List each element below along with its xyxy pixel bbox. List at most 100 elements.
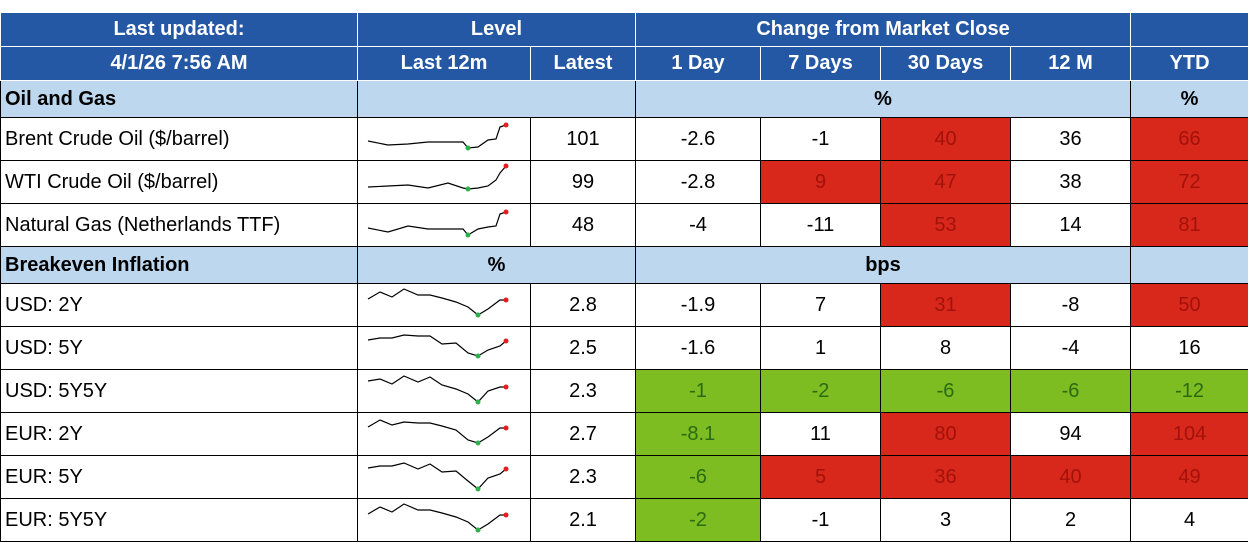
sparkline xyxy=(358,161,531,197)
change: 50 xyxy=(1131,284,1248,327)
change: 16 xyxy=(1131,327,1248,370)
change: 94 xyxy=(1011,413,1131,456)
section-row: Oil and Gas%% xyxy=(1,81,1248,118)
change: 104 xyxy=(1131,413,1248,456)
change: 40 xyxy=(881,118,1011,161)
sparkline-line xyxy=(368,335,506,356)
sparkline-min xyxy=(476,354,481,359)
sparkline-min xyxy=(466,146,471,151)
change: -6 xyxy=(636,456,761,499)
header-cell: Latest xyxy=(531,47,636,81)
latest: 2.3 xyxy=(531,456,636,499)
header-cell: 1 Day xyxy=(636,47,761,81)
change: -11 xyxy=(761,204,881,247)
sparkline-line xyxy=(368,289,506,315)
sparkline-max xyxy=(504,210,509,215)
sparkline xyxy=(358,499,531,535)
sparkline-min xyxy=(476,400,481,405)
change: -2.8 xyxy=(636,161,761,204)
sparkline-max xyxy=(504,426,509,431)
sparkline-cell xyxy=(358,161,531,204)
sparkline-min xyxy=(476,441,481,446)
header-cell: 7 Days xyxy=(761,47,881,81)
change: 8 xyxy=(881,327,1011,370)
sparkline-max xyxy=(504,298,509,303)
sparkline-cell xyxy=(358,456,531,499)
change: 36 xyxy=(1011,118,1131,161)
change: 3 xyxy=(881,499,1011,542)
sparkline xyxy=(358,413,531,449)
row-name: USD: 2Y xyxy=(1,284,358,327)
row-name: EUR: 5Y5Y xyxy=(1,499,358,542)
header-cell: 4/1/26 7:56 AM xyxy=(1,47,358,81)
change: 9 xyxy=(761,161,881,204)
latest: 2.1 xyxy=(531,499,636,542)
row-name: USD: 5Y5Y xyxy=(1,370,358,413)
sparkline-max xyxy=(504,164,509,169)
change: -1 xyxy=(636,370,761,413)
sparkline-line xyxy=(368,166,506,189)
sparkline-cell xyxy=(358,499,531,542)
latest: 2.3 xyxy=(531,370,636,413)
change: -2 xyxy=(761,370,881,413)
header-cell xyxy=(1131,13,1248,47)
change: 31 xyxy=(881,284,1011,327)
header-cell: Last updated: xyxy=(1,13,358,47)
change: -1 xyxy=(761,499,881,542)
level-unit: % xyxy=(358,247,636,284)
sparkline xyxy=(358,370,531,406)
sparkline-min xyxy=(466,233,471,238)
change: -2 xyxy=(636,499,761,542)
ytd-unit: % xyxy=(1131,81,1248,118)
change: 38 xyxy=(1011,161,1131,204)
sparkline xyxy=(358,118,531,154)
section-title: Breakeven Inflation xyxy=(1,247,358,284)
latest: 101 xyxy=(531,118,636,161)
row-name: EUR: 2Y xyxy=(1,413,358,456)
change: -4 xyxy=(636,204,761,247)
sparkline-cell xyxy=(358,204,531,247)
change: -4 xyxy=(1011,327,1131,370)
latest: 2.7 xyxy=(531,413,636,456)
sparkline-cell xyxy=(358,370,531,413)
change: 14 xyxy=(1011,204,1131,247)
level-unit xyxy=(358,81,636,118)
header-cell: Level xyxy=(358,13,636,47)
change: -6 xyxy=(881,370,1011,413)
sparkline xyxy=(358,284,531,320)
sparkline-line xyxy=(368,125,506,148)
sparkline xyxy=(358,204,531,240)
sparkline-line xyxy=(368,420,506,443)
change: 53 xyxy=(881,204,1011,247)
change: 40 xyxy=(1011,456,1131,499)
change-unit: bps xyxy=(636,247,1131,284)
row-name: Brent Crude Oil ($/barrel) xyxy=(1,118,358,161)
sparkline-cell xyxy=(358,327,531,370)
row-name: USD: 5Y xyxy=(1,327,358,370)
sparkline-cell xyxy=(358,118,531,161)
change: -1 xyxy=(761,118,881,161)
header-cell: Last 12m xyxy=(358,47,531,81)
change: 66 xyxy=(1131,118,1248,161)
header-cell: YTD xyxy=(1131,47,1248,81)
change: 4 xyxy=(1131,499,1248,542)
header-cell: Change from Market Close xyxy=(636,13,1131,47)
latest: 48 xyxy=(531,204,636,247)
sparkline-max xyxy=(504,467,509,472)
change: 2 xyxy=(1011,499,1131,542)
change: -12 xyxy=(1131,370,1248,413)
sparkline-cell xyxy=(358,284,531,327)
header-cell: 30 Days xyxy=(881,47,1011,81)
latest: 2.8 xyxy=(531,284,636,327)
sparkline-min xyxy=(476,528,481,533)
sparkline-max xyxy=(504,123,509,128)
sparkline-min xyxy=(476,487,481,492)
